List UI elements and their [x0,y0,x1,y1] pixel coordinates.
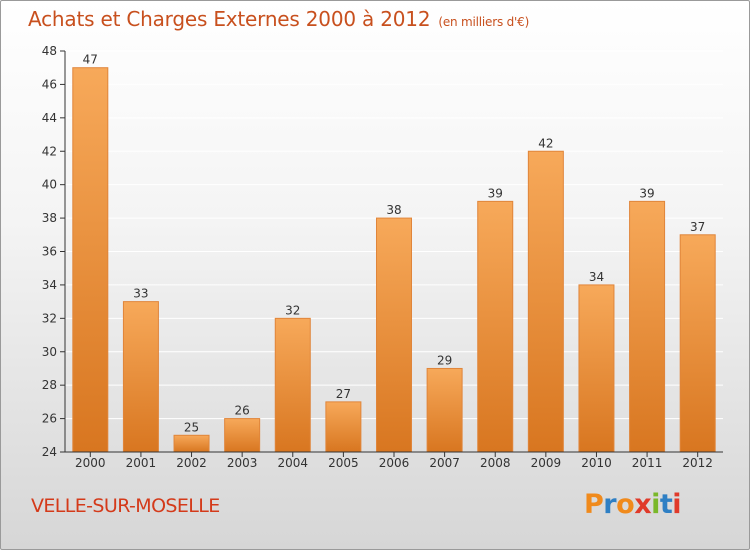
x-tick-label: 2002 [176,456,207,470]
data-label: 37 [690,220,705,234]
y-tick-label: 48 [42,44,57,58]
logo-letter: t [659,489,673,520]
x-tick-label: 2010 [581,456,612,470]
y-tick-label: 42 [42,144,57,158]
data-label: 34 [589,270,604,284]
bar-2006 [376,217,412,453]
x-tick-label: 2009 [531,456,562,470]
bar-2004 [274,317,311,453]
commune-name: VELLE-SUR-MOSELLE [31,495,220,517]
data-label: 39 [639,186,654,200]
chart-subtitle: (en milliers d'€) [438,15,530,29]
bar-2012 [679,234,716,453]
y-tick-label: 30 [42,345,57,359]
data-label: 33 [133,287,148,301]
bar-2001 [122,301,159,453]
x-tick-label: 2008 [480,456,511,470]
x-tick-label: 2000 [75,456,106,470]
x-tick-label: 2007 [429,456,460,470]
y-tick-label: 44 [42,111,57,125]
data-label: 29 [437,353,452,367]
y-tick-label: 46 [42,77,57,91]
x-tick-label: 2005 [328,456,359,470]
x-tick-label: 2001 [126,456,157,470]
bar-2000 [72,67,109,453]
x-tick-label: 2012 [682,456,713,470]
bar-2007 [426,367,463,453]
axes: 24 26 28 30 32 34 36 38 40 42 44 46 48 2000 2001 2002 20… [42,44,723,470]
y-tick-label: 32 [42,311,57,325]
y-tick-label: 26 [42,412,57,426]
chart-title-block: Achats et Charges Externes 2000 à 2012 (e… [28,7,529,31]
x-tick-label: 2006 [379,456,410,470]
data-label: 25 [184,420,199,434]
x-tick-label: 2003 [227,456,258,470]
bar-2011 [629,200,666,453]
y-tick-label: 38 [42,211,57,225]
logo-letter: r [603,489,617,520]
bar-2008 [477,200,514,453]
proxiti-logo[interactable]: Proxiti [584,489,682,520]
data-label: 42 [538,136,553,150]
logo-letter: i [672,489,682,520]
logo-letter: i [651,489,660,520]
x-tick-label: 2011 [632,456,663,470]
x-tick-label: 2004 [277,456,308,470]
y-tick-label: 24 [42,445,57,459]
chart-title: Achats et Charges Externes 2000 à 2012 [28,7,431,31]
y-tick-label: 40 [42,178,57,192]
data-label: 32 [285,303,300,317]
logo-letter: x [634,489,652,520]
y-tick-label: 34 [42,278,57,292]
y-tick-label: 36 [42,245,57,259]
data-labels: 47 33 25 26 32 27 38 29 39 42 34 39 37 [83,53,706,435]
bars [72,67,716,453]
logo-letter: P [584,489,604,520]
data-label: 38 [386,203,401,217]
data-label: 47 [83,53,98,67]
data-label: 39 [488,186,503,200]
bar-2010 [578,284,615,453]
y-tick-label: 28 [42,378,57,392]
bar-2005 [325,401,362,453]
bar-2009 [527,150,564,453]
data-label: 26 [235,404,250,418]
logo-letter: o [616,489,635,520]
bar-2002 [173,434,210,453]
bar-2003 [224,418,261,453]
data-label: 27 [336,387,351,401]
